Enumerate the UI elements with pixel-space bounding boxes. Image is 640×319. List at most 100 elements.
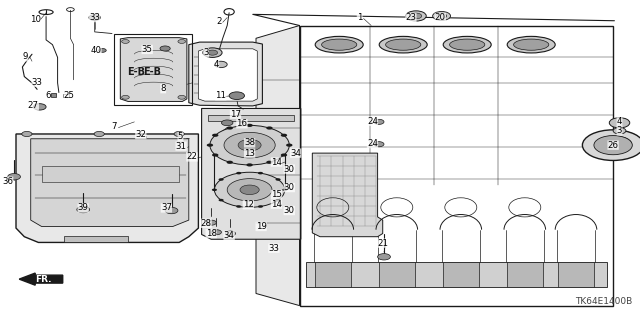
FancyArrow shape <box>19 273 63 285</box>
Circle shape <box>282 189 287 191</box>
Circle shape <box>77 206 90 213</box>
Circle shape <box>8 174 20 180</box>
Text: 9: 9 <box>23 52 28 61</box>
Circle shape <box>378 254 390 260</box>
Circle shape <box>281 153 287 157</box>
Circle shape <box>214 172 285 207</box>
Polygon shape <box>312 153 383 237</box>
Text: 38: 38 <box>244 138 255 147</box>
Circle shape <box>594 136 632 155</box>
Circle shape <box>227 161 233 164</box>
Bar <box>300 26 613 306</box>
Polygon shape <box>189 42 262 106</box>
Text: 34: 34 <box>223 231 235 240</box>
Circle shape <box>174 131 184 137</box>
Text: 14: 14 <box>271 158 282 167</box>
Text: 30: 30 <box>284 206 295 215</box>
Circle shape <box>582 130 640 160</box>
Text: 8: 8 <box>161 84 166 93</box>
Polygon shape <box>198 49 257 101</box>
Circle shape <box>210 125 289 165</box>
Text: 33: 33 <box>89 13 100 22</box>
Ellipse shape <box>443 36 492 53</box>
Text: 5: 5 <box>178 132 183 141</box>
Circle shape <box>178 95 186 99</box>
Text: TK64E1400B: TK64E1400B <box>575 297 632 306</box>
Circle shape <box>219 199 224 201</box>
Text: 33: 33 <box>31 78 43 87</box>
Polygon shape <box>208 115 294 121</box>
Circle shape <box>227 179 272 201</box>
Circle shape <box>224 132 275 158</box>
Circle shape <box>266 161 273 164</box>
Circle shape <box>275 178 280 181</box>
Bar <box>315 262 351 287</box>
Circle shape <box>374 119 384 124</box>
Text: 16: 16 <box>236 119 248 128</box>
Polygon shape <box>63 94 69 97</box>
Circle shape <box>236 172 241 174</box>
Circle shape <box>613 128 626 134</box>
Text: 14: 14 <box>271 200 282 209</box>
Circle shape <box>266 126 273 130</box>
Text: 23: 23 <box>405 13 417 22</box>
Circle shape <box>229 92 244 100</box>
Text: 34: 34 <box>290 149 301 158</box>
Polygon shape <box>42 166 179 182</box>
Text: 17: 17 <box>230 110 241 119</box>
Text: FR.: FR. <box>35 275 52 284</box>
Text: 33: 33 <box>268 244 280 253</box>
Circle shape <box>236 205 241 208</box>
Polygon shape <box>51 93 56 97</box>
Text: 30: 30 <box>284 183 295 192</box>
Circle shape <box>99 48 106 52</box>
Ellipse shape <box>449 39 485 50</box>
Text: 13: 13 <box>244 149 255 158</box>
Text: 10: 10 <box>29 15 41 24</box>
Text: 21: 21 <box>377 239 388 248</box>
Circle shape <box>246 124 253 127</box>
Circle shape <box>221 120 233 126</box>
Text: 36: 36 <box>2 177 13 186</box>
Circle shape <box>214 61 227 68</box>
Text: E-B: E-B <box>127 67 145 77</box>
Bar <box>114 34 192 105</box>
Polygon shape <box>120 38 187 101</box>
Ellipse shape <box>316 36 364 53</box>
Text: 18: 18 <box>205 229 217 238</box>
Circle shape <box>374 142 384 147</box>
Text: 20: 20 <box>435 13 446 22</box>
Text: 30: 30 <box>284 165 295 174</box>
Text: 37: 37 <box>161 204 172 212</box>
Text: 12: 12 <box>243 200 254 209</box>
Text: 26: 26 <box>607 141 619 150</box>
Circle shape <box>22 131 32 137</box>
Circle shape <box>122 95 129 99</box>
Ellipse shape <box>385 39 421 50</box>
Text: 24: 24 <box>367 117 378 126</box>
Circle shape <box>410 13 422 19</box>
Bar <box>379 262 415 287</box>
Circle shape <box>206 220 216 225</box>
Circle shape <box>160 46 170 51</box>
Text: 2: 2 <box>216 17 221 26</box>
Text: 28: 28 <box>200 219 212 228</box>
Circle shape <box>212 153 218 157</box>
Polygon shape <box>306 262 607 287</box>
Circle shape <box>89 15 100 20</box>
Circle shape <box>227 126 233 130</box>
Text: 24: 24 <box>367 139 378 148</box>
Polygon shape <box>16 134 198 242</box>
Circle shape <box>33 104 46 110</box>
Circle shape <box>211 230 221 235</box>
Circle shape <box>212 134 218 137</box>
Circle shape <box>433 11 451 20</box>
Bar <box>558 262 594 287</box>
Circle shape <box>286 144 292 147</box>
Ellipse shape <box>379 36 428 53</box>
Circle shape <box>240 185 259 195</box>
Circle shape <box>165 207 178 214</box>
Text: 1: 1 <box>357 13 362 22</box>
Text: 35: 35 <box>141 45 153 54</box>
Circle shape <box>246 163 253 167</box>
